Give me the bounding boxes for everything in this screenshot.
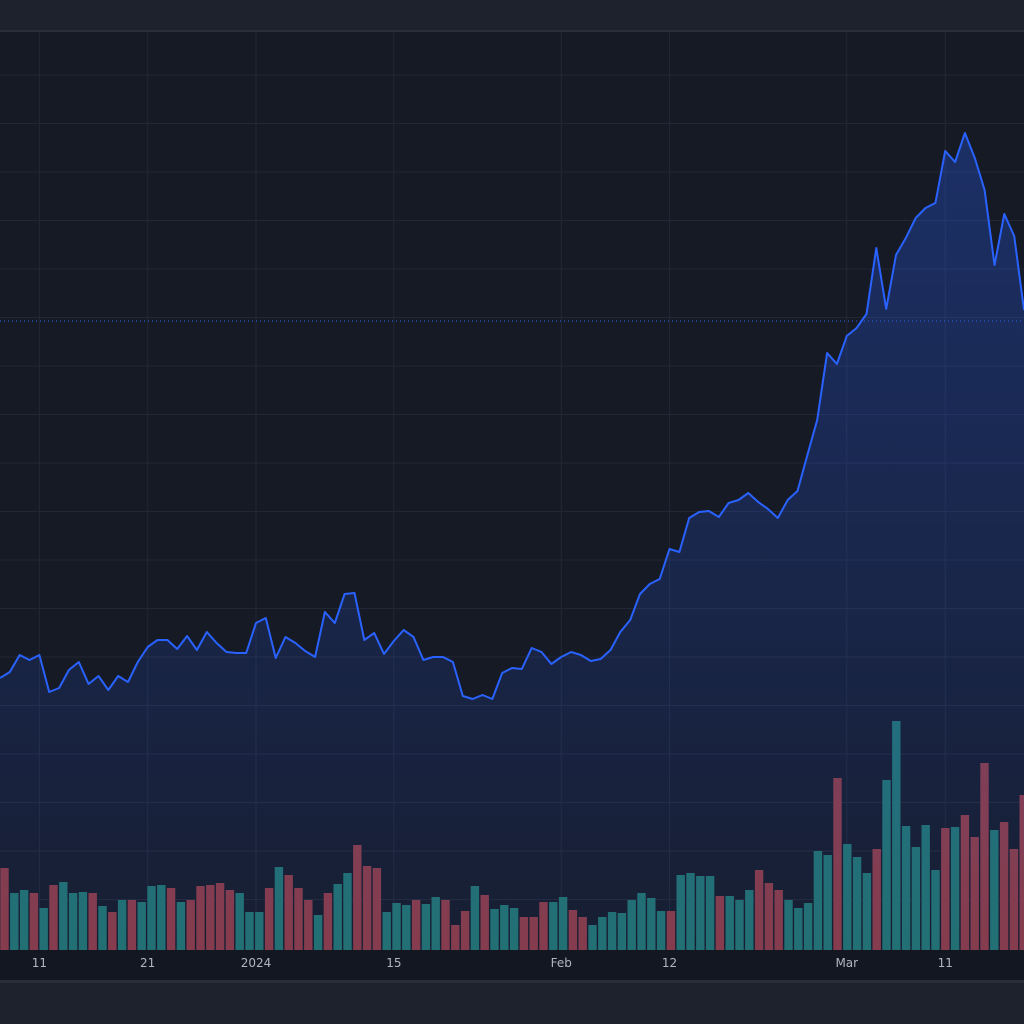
price-line (0, 132, 1024, 700)
chart-svg (0, 32, 1024, 950)
x-tick-label: Mar (835, 956, 859, 970)
x-tick-label: Feb (550, 956, 572, 970)
x-tick-label: 2024 (240, 956, 272, 970)
price-area-fill (0, 133, 1024, 950)
time-axis[interactable]: 11 21 2024 15 Feb 12 Mar 11 (0, 950, 1024, 983)
x-tick-label: 12 (661, 956, 678, 970)
x-tick-label: 21 (140, 956, 156, 970)
x-tick-label: 11 (937, 956, 953, 970)
price-chart-pane[interactable] (0, 32, 1024, 950)
top-toolbar (0, 0, 1024, 32)
x-tick-label: 11 (31, 956, 48, 970)
bottom-toolbar (0, 983, 1024, 1024)
x-tick-label: 15 (386, 956, 402, 970)
